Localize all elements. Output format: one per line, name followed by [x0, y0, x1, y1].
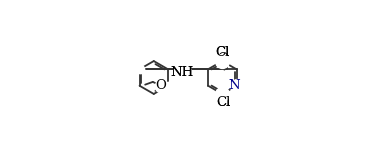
Text: N: N: [228, 79, 239, 92]
Text: Cl: Cl: [215, 46, 229, 59]
Text: NH: NH: [170, 66, 194, 79]
Text: O: O: [156, 79, 167, 92]
Text: Cl: Cl: [215, 46, 229, 59]
Text: Cl: Cl: [217, 96, 231, 109]
Text: O: O: [218, 52, 229, 65]
Text: N: N: [228, 79, 239, 92]
Text: Cl: Cl: [217, 96, 231, 109]
Text: NH: NH: [170, 66, 194, 79]
